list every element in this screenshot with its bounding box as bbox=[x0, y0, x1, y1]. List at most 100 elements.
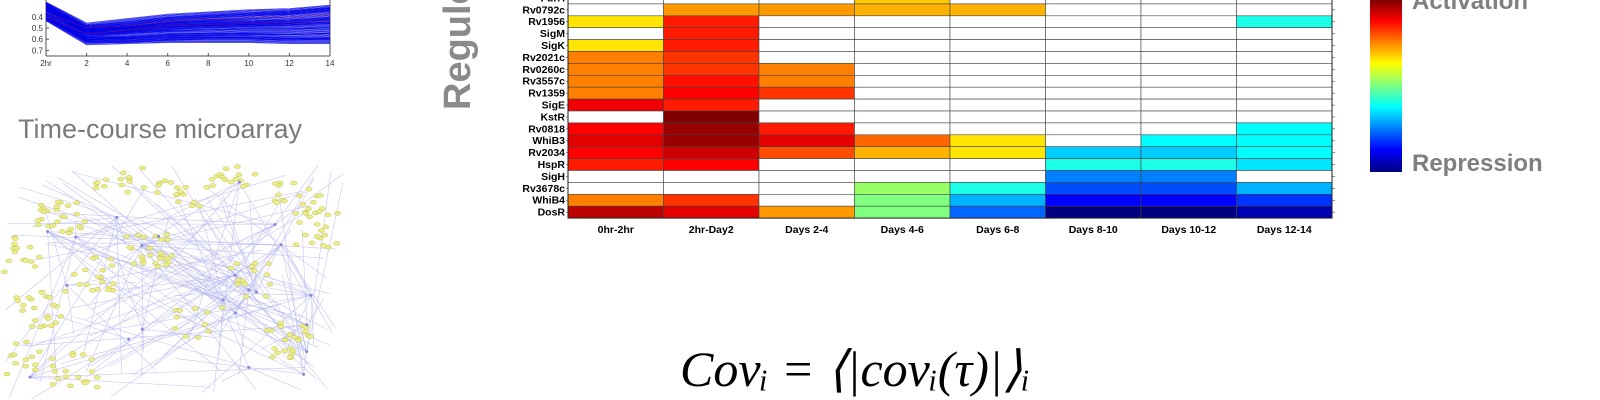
heatmap-cell bbox=[567, 134, 664, 148]
network-edge bbox=[31, 217, 117, 227]
heatmap-cell bbox=[1140, 86, 1237, 100]
network-node bbox=[321, 232, 329, 238]
heatmap-cell bbox=[758, 122, 855, 136]
tc-series-line bbox=[46, 2, 330, 26]
network-node bbox=[318, 206, 326, 211]
heatmap-cell bbox=[758, 3, 855, 17]
heatmap-column-label: 2hr-Day2 bbox=[689, 224, 734, 236]
network-node bbox=[313, 222, 321, 227]
heatmap-cell bbox=[663, 86, 760, 100]
network-node bbox=[37, 324, 44, 330]
heatmap-row-label: Rv1956 bbox=[528, 16, 565, 28]
network-node bbox=[47, 323, 55, 328]
network-edge bbox=[111, 165, 236, 276]
network-edges bbox=[5, 165, 344, 400]
tc-series-line bbox=[46, 9, 330, 33]
tc-series-line bbox=[46, 19, 330, 44]
tc-series-line bbox=[46, 7, 330, 30]
network-hub bbox=[247, 288, 251, 292]
heatmap-cell bbox=[854, 75, 951, 88]
network-node bbox=[174, 199, 182, 205]
network-graph bbox=[0, 164, 344, 400]
heatmap-cell bbox=[854, 51, 951, 64]
network-node bbox=[13, 295, 21, 300]
network-node bbox=[154, 264, 162, 269]
heatmap-cell bbox=[1236, 63, 1333, 76]
network-edge bbox=[31, 338, 129, 400]
network-node bbox=[67, 226, 75, 232]
heatmap-cell bbox=[1045, 0, 1142, 5]
network-node bbox=[171, 326, 179, 331]
network-edge bbox=[301, 228, 308, 325]
network-node bbox=[93, 180, 101, 185]
network-edge bbox=[249, 201, 257, 293]
heatmap-column-label: 0hr-2hr bbox=[598, 224, 634, 236]
network-node bbox=[263, 272, 271, 277]
network-edge bbox=[45, 243, 257, 293]
network-node bbox=[301, 232, 309, 238]
tc-series-line bbox=[46, 7, 330, 29]
network-edge bbox=[213, 182, 240, 392]
heatmap-cell bbox=[1236, 0, 1333, 5]
network-edge bbox=[283, 295, 312, 357]
heatmap-row-label: Rv3678c bbox=[522, 183, 565, 195]
network-node bbox=[70, 272, 78, 277]
tc-series-group bbox=[46, 1, 330, 46]
tc-series-line bbox=[46, 15, 330, 39]
network-node bbox=[262, 294, 270, 299]
heatmap-cell bbox=[1140, 63, 1237, 76]
tc-series-line bbox=[46, 1, 330, 24]
network-node bbox=[92, 185, 100, 191]
heatmap-row-label: Rv0260c bbox=[522, 64, 565, 76]
heatmap-cell bbox=[567, 122, 664, 136]
network-edge bbox=[205, 219, 257, 293]
heatmap-row-label: Rv1359 bbox=[528, 88, 565, 100]
heatmap-cell bbox=[758, 51, 855, 64]
heatmap-cell bbox=[949, 39, 1046, 52]
network-node bbox=[99, 267, 107, 273]
network-edge bbox=[71, 170, 236, 314]
network-node bbox=[194, 335, 202, 340]
tc-series-line bbox=[46, 4, 330, 27]
network-node bbox=[290, 334, 298, 340]
heatmap-row-label: SigE bbox=[542, 100, 565, 112]
network-node bbox=[46, 295, 53, 300]
heatmap-row-label: Rv2021c bbox=[522, 52, 565, 64]
network-node bbox=[168, 253, 176, 259]
heatmap-cell bbox=[663, 98, 760, 112]
network-node bbox=[11, 241, 18, 247]
network-node bbox=[31, 362, 39, 367]
tc-series-line bbox=[46, 15, 330, 37]
network-edge bbox=[278, 189, 304, 375]
heatmap-row-label: HspR bbox=[538, 159, 566, 171]
heatmap-row-label: Rv2034 bbox=[528, 147, 565, 159]
tc-x-tick-label: 14 bbox=[326, 59, 335, 68]
tc-series-line bbox=[46, 10, 330, 36]
network-node bbox=[88, 369, 96, 374]
network-hub bbox=[65, 283, 69, 287]
tc-series-line bbox=[46, 18, 330, 42]
network-node bbox=[176, 308, 184, 313]
tc-series-line bbox=[46, 8, 330, 31]
network-edge bbox=[66, 249, 263, 286]
network-node bbox=[222, 166, 230, 171]
heatmap-cell bbox=[1045, 63, 1142, 76]
heatmap-cell bbox=[567, 170, 664, 183]
heatmap-cell bbox=[1045, 27, 1142, 40]
network-node bbox=[147, 252, 154, 258]
network-node bbox=[62, 374, 70, 379]
network-node bbox=[23, 339, 30, 345]
heatmap-row-label: WhiB4 bbox=[532, 195, 565, 207]
network-edge bbox=[196, 272, 257, 293]
network-hub bbox=[46, 230, 50, 234]
heatmap-cell bbox=[567, 15, 664, 28]
network-node bbox=[203, 309, 211, 315]
heatmap-cell bbox=[1140, 15, 1237, 28]
heatmap-frame bbox=[567, 0, 1333, 219]
network-hub bbox=[302, 372, 306, 376]
heatmap-cell bbox=[1140, 170, 1237, 183]
heatmap-cell bbox=[1236, 182, 1333, 195]
network-node bbox=[271, 346, 278, 351]
tc-series-line bbox=[46, 12, 330, 29]
network-hub bbox=[157, 234, 161, 238]
